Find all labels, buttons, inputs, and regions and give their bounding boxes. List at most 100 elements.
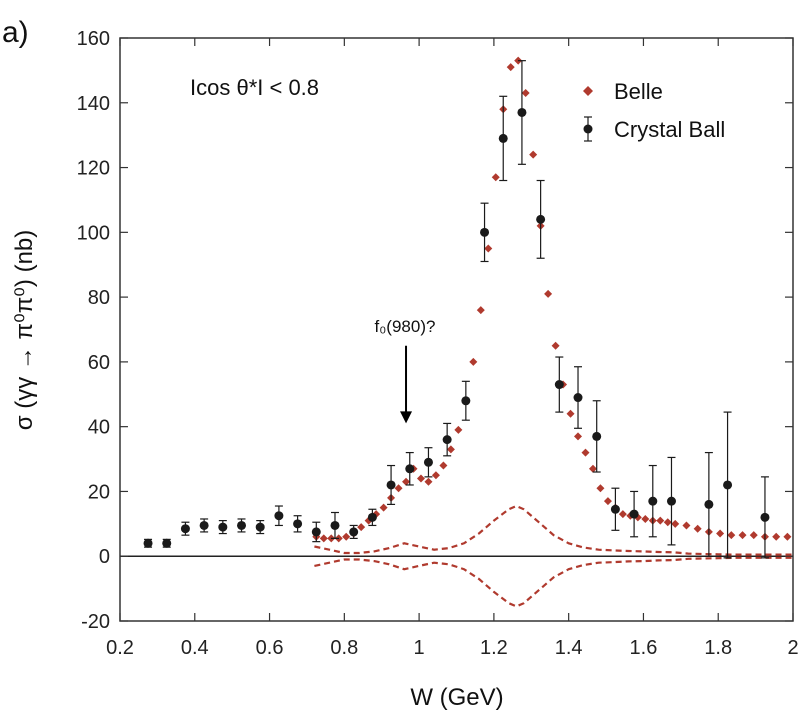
belle-point [529, 150, 538, 159]
belle-point [319, 534, 328, 543]
cb-point [293, 519, 303, 529]
belle-point [716, 529, 725, 538]
y-axis-title: σ (γγ → π⁰π⁰) (nb) [11, 230, 38, 431]
cb-point [180, 524, 190, 534]
belle-point [618, 510, 627, 519]
y-tick-label: 60 [88, 352, 110, 374]
x-tick-label: 1.6 [630, 637, 658, 659]
belle-point [682, 521, 691, 530]
x-axis-title: W (GeV) [410, 684, 503, 711]
belle-point [484, 244, 493, 253]
belle-point [772, 532, 781, 541]
y-tick-label: 0 [99, 546, 110, 568]
y-tick-label: -20 [81, 611, 110, 633]
belle-point [588, 464, 597, 473]
cb-point [330, 520, 340, 530]
x-tick-label: 1.8 [704, 637, 732, 659]
x-tick-label: 1.2 [480, 637, 508, 659]
belle-point [439, 461, 448, 470]
cb-point [349, 527, 359, 537]
cb-point [199, 520, 209, 530]
cb-point [218, 522, 228, 532]
cb-point [405, 464, 415, 474]
belle-point [491, 173, 500, 182]
y-tick-label: 140 [77, 93, 110, 115]
panel-label: a) [2, 16, 29, 49]
belle-point [693, 524, 702, 533]
belle-point [656, 516, 665, 525]
cb-point [311, 527, 321, 537]
belle-point [506, 63, 515, 72]
belle-point [446, 445, 455, 454]
belle-point [431, 471, 440, 480]
belle-point [357, 523, 366, 532]
cb-point [423, 457, 433, 467]
plot-frame [119, 37, 794, 622]
dashed-curves [314, 504, 793, 608]
cb-point [480, 227, 490, 237]
dashed-curve-upper [314, 504, 793, 556]
cb-point [367, 512, 377, 522]
belle-point [566, 409, 575, 418]
belle-point [402, 477, 411, 486]
belle-point [738, 531, 747, 540]
cb-point [386, 480, 396, 490]
cb-point [554, 380, 564, 390]
x-tick-label: 0.4 [181, 637, 209, 659]
cb-point [442, 435, 452, 445]
cb-point [648, 496, 658, 506]
belle-point [342, 532, 351, 541]
cb-point [723, 480, 733, 490]
cb-point [143, 538, 153, 548]
cb-point [666, 496, 676, 506]
cb-point [704, 499, 714, 509]
x-tick-label: 0.2 [106, 637, 134, 659]
cb-point [162, 538, 172, 548]
belle-point [596, 484, 605, 493]
belle-point [544, 289, 553, 298]
cb-point [536, 214, 546, 224]
legend-belle-marker [583, 86, 593, 96]
legend: Belle Crystal Ball [583, 79, 725, 142]
y-tick-label: 20 [88, 481, 110, 503]
y-tick-label: 40 [88, 417, 110, 439]
cb-point [629, 509, 639, 519]
belle-point [671, 519, 680, 528]
cb-point [255, 522, 265, 532]
legend-cb-label: Crystal Ball [614, 117, 725, 142]
belle-point [641, 514, 650, 523]
belle-point [394, 484, 403, 493]
belle-point [581, 448, 590, 457]
f0-annotation: f₀(980)? [375, 317, 436, 336]
x-tick-label: 2 [787, 637, 798, 659]
belle-point [379, 503, 388, 512]
belle-point [416, 474, 425, 483]
belle-point [424, 477, 433, 486]
cb-point [237, 520, 247, 530]
belle-point [603, 497, 612, 506]
f0-arrow-head [400, 411, 413, 424]
cb-point [274, 511, 284, 521]
belle-point [749, 531, 758, 540]
x-tick-label: 1 [414, 637, 425, 659]
cb-point [461, 396, 471, 406]
cb-point [498, 133, 508, 143]
belle-point [521, 89, 530, 98]
cb-point [760, 512, 770, 522]
cb-point [573, 393, 583, 403]
cb-point [610, 504, 620, 514]
belle-point [574, 432, 583, 441]
x-tick-label: 0.8 [330, 637, 358, 659]
belle-point [454, 425, 463, 434]
cut-annotation: Icos θ*I < 0.8 [190, 75, 319, 100]
crystal-ball-series [143, 60, 770, 559]
legend-belle-label: Belle [614, 79, 663, 104]
belle-point [469, 357, 478, 366]
axis-ticks: 0.2 0.4 0.6 0.8 1 1.2 1.4 1.6 1.8 2 -20 0 20 40 60 80 10… [77, 28, 799, 659]
belle-point [727, 531, 736, 540]
belle-point [783, 532, 792, 541]
dashed-curve-lower [314, 556, 793, 608]
cb-point [517, 107, 527, 117]
belle-point [551, 341, 560, 350]
